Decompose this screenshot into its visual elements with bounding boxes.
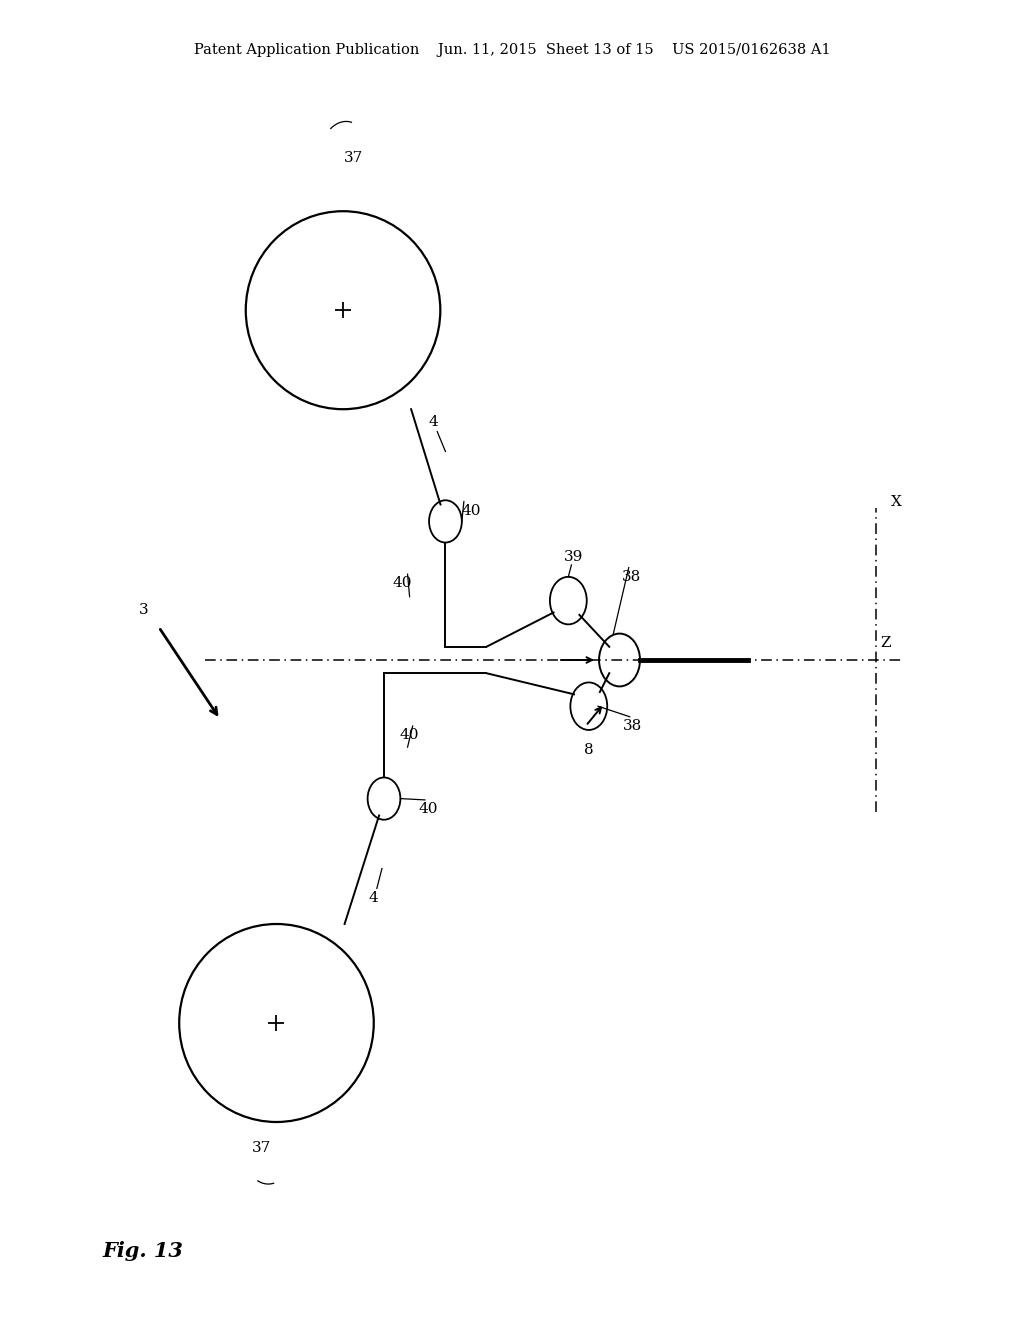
Text: 3: 3	[138, 603, 148, 616]
Text: 37: 37	[344, 152, 362, 165]
Text: Patent Application Publication    Jun. 11, 2015  Sheet 13 of 15    US 2015/01626: Patent Application Publication Jun. 11, …	[194, 44, 830, 57]
Text: 38: 38	[623, 570, 641, 583]
Text: Fig. 13: Fig. 13	[102, 1241, 183, 1262]
Text: 39: 39	[564, 550, 583, 564]
Text: 40: 40	[418, 803, 438, 816]
Text: 40: 40	[392, 577, 413, 590]
Text: 37: 37	[252, 1142, 270, 1155]
Text: X: X	[891, 495, 901, 508]
Text: 8: 8	[584, 743, 594, 756]
Text: 38: 38	[624, 719, 642, 733]
Text: 4: 4	[428, 416, 438, 429]
Text: Z: Z	[881, 636, 891, 649]
Text: 4: 4	[369, 891, 379, 904]
Text: 40: 40	[461, 504, 481, 517]
Text: 40: 40	[399, 729, 420, 742]
